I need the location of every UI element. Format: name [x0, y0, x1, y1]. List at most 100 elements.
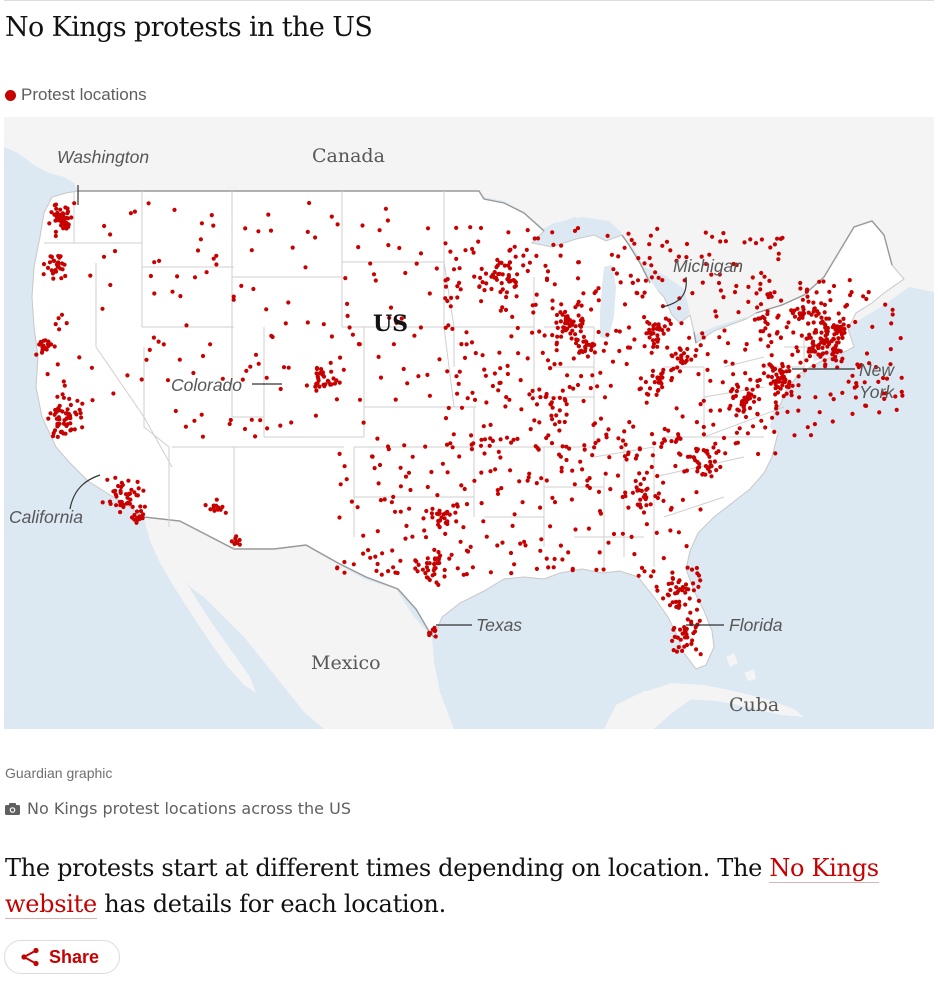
protest-location-dot	[539, 476, 544, 481]
protest-location-dot	[796, 408, 801, 413]
protest-location-dot	[737, 426, 742, 431]
protest-location-dot	[638, 482, 643, 487]
protest-location-dot	[54, 206, 59, 211]
protest-location-dot	[808, 349, 813, 354]
protest-location-dot	[731, 261, 736, 267]
protest-location-dot	[473, 351, 478, 356]
protest-location-dot	[62, 383, 67, 388]
protest-location-dot	[42, 345, 48, 350]
protest-location-dot	[398, 484, 403, 489]
label-leaders	[69, 185, 855, 626]
protest-location-dot	[438, 553, 443, 558]
protest-location-dot	[596, 286, 601, 291]
protest-location-dot	[430, 506, 435, 511]
protest-location-dot	[527, 392, 532, 397]
protest-location-dot	[427, 632, 432, 638]
protest-location-dot	[704, 448, 710, 453]
protest-location-dot	[777, 379, 782, 384]
protest-location-dot	[468, 225, 473, 230]
protest-location-dot	[685, 346, 690, 352]
protest-location-dot	[688, 610, 693, 615]
protest-location-dot	[552, 556, 557, 562]
protest-location-dot	[698, 507, 703, 512]
protest-location-dot	[718, 239, 723, 244]
protest-location-dot	[743, 414, 749, 420]
protest-location-dot	[811, 300, 816, 305]
protest-location-dot	[763, 319, 768, 325]
protest-location-dot	[514, 294, 519, 299]
protest-location-dot	[675, 356, 680, 361]
protest-location-dot	[421, 516, 426, 521]
protest-location-dot	[265, 426, 270, 431]
protest-location-dot	[493, 467, 498, 472]
protest-location-dot	[361, 420, 366, 425]
protest-location-dot	[690, 638, 695, 643]
protest-location-dot	[685, 635, 690, 640]
protest-location-dot	[769, 340, 774, 345]
protest-location-dot	[717, 408, 723, 413]
protest-location-dot	[138, 509, 144, 514]
protest-location-dot	[840, 390, 845, 395]
protest-location-dot	[647, 321, 652, 326]
protest-location-dot	[708, 459, 713, 464]
protest-location-dot	[508, 550, 514, 556]
protest-location-dot	[555, 334, 560, 339]
share-button[interactable]: Share	[4, 940, 120, 974]
protest-location-dot	[831, 283, 837, 289]
protest-location-dot	[650, 338, 656, 343]
protest-location-dot	[519, 407, 524, 412]
protest-location-dot	[770, 365, 775, 370]
protest-location-dot	[343, 276, 348, 281]
protest-location-dot	[307, 200, 312, 206]
protest-location-dot	[758, 281, 763, 286]
protest-location-dot	[830, 357, 835, 362]
protest-location-dot	[458, 287, 463, 292]
protest-location-dot	[831, 397, 836, 402]
protest-location-dot	[815, 309, 820, 314]
protest-location-dot	[515, 325, 520, 331]
protest-location-dot	[443, 241, 448, 246]
protest-location-dot	[141, 488, 146, 493]
protest-location-dot	[720, 380, 725, 385]
protest-location-dot	[786, 364, 791, 369]
protest-location-dot	[424, 575, 429, 580]
protest-location-dot	[165, 378, 171, 383]
no-kings-website-link[interactable]: No Kings website	[5, 854, 879, 919]
protest-location-dot	[52, 344, 57, 349]
protest-location-dot	[533, 302, 538, 307]
protest-location-dot	[558, 310, 563, 315]
protest-location-dot	[817, 279, 822, 284]
protest-location-dot	[698, 343, 703, 348]
protest-location-dot	[218, 507, 223, 512]
protest-location-dot	[734, 413, 739, 418]
protest-location-dot	[321, 374, 327, 379]
protest-location-dot	[604, 435, 609, 440]
protest-location-dot	[432, 566, 437, 571]
protest-location-dot	[113, 475, 118, 480]
protest-location-dot	[739, 402, 744, 407]
protest-location-dot	[701, 432, 707, 437]
protest-location-dot	[629, 237, 634, 243]
body-text-after: has details for each location.	[96, 890, 446, 918]
protest-location-dot	[867, 361, 872, 366]
protest-location-dot	[125, 373, 130, 378]
protest-location-dot	[256, 229, 261, 234]
protest-location-dot	[53, 233, 58, 239]
protest-location-dot	[757, 397, 762, 402]
protest-location-dot	[525, 228, 530, 233]
protest-location-dot	[694, 565, 700, 571]
protest-location-dot	[407, 506, 412, 511]
protest-location-dot	[480, 280, 485, 285]
protest-location-dot	[445, 277, 450, 282]
protest-location-dot	[559, 469, 564, 474]
protest-location-dot	[596, 438, 601, 443]
protest-location-dot	[624, 457, 629, 462]
protest-location-dot	[718, 464, 723, 470]
protest-location-dot	[642, 569, 647, 574]
protest-location-dot	[673, 351, 678, 356]
protest-location-dot	[742, 240, 747, 245]
protest-location-dot	[814, 290, 819, 295]
protest-location-dot	[329, 214, 334, 219]
protest-location-dot	[649, 464, 654, 470]
protest-location-dot	[635, 488, 640, 493]
